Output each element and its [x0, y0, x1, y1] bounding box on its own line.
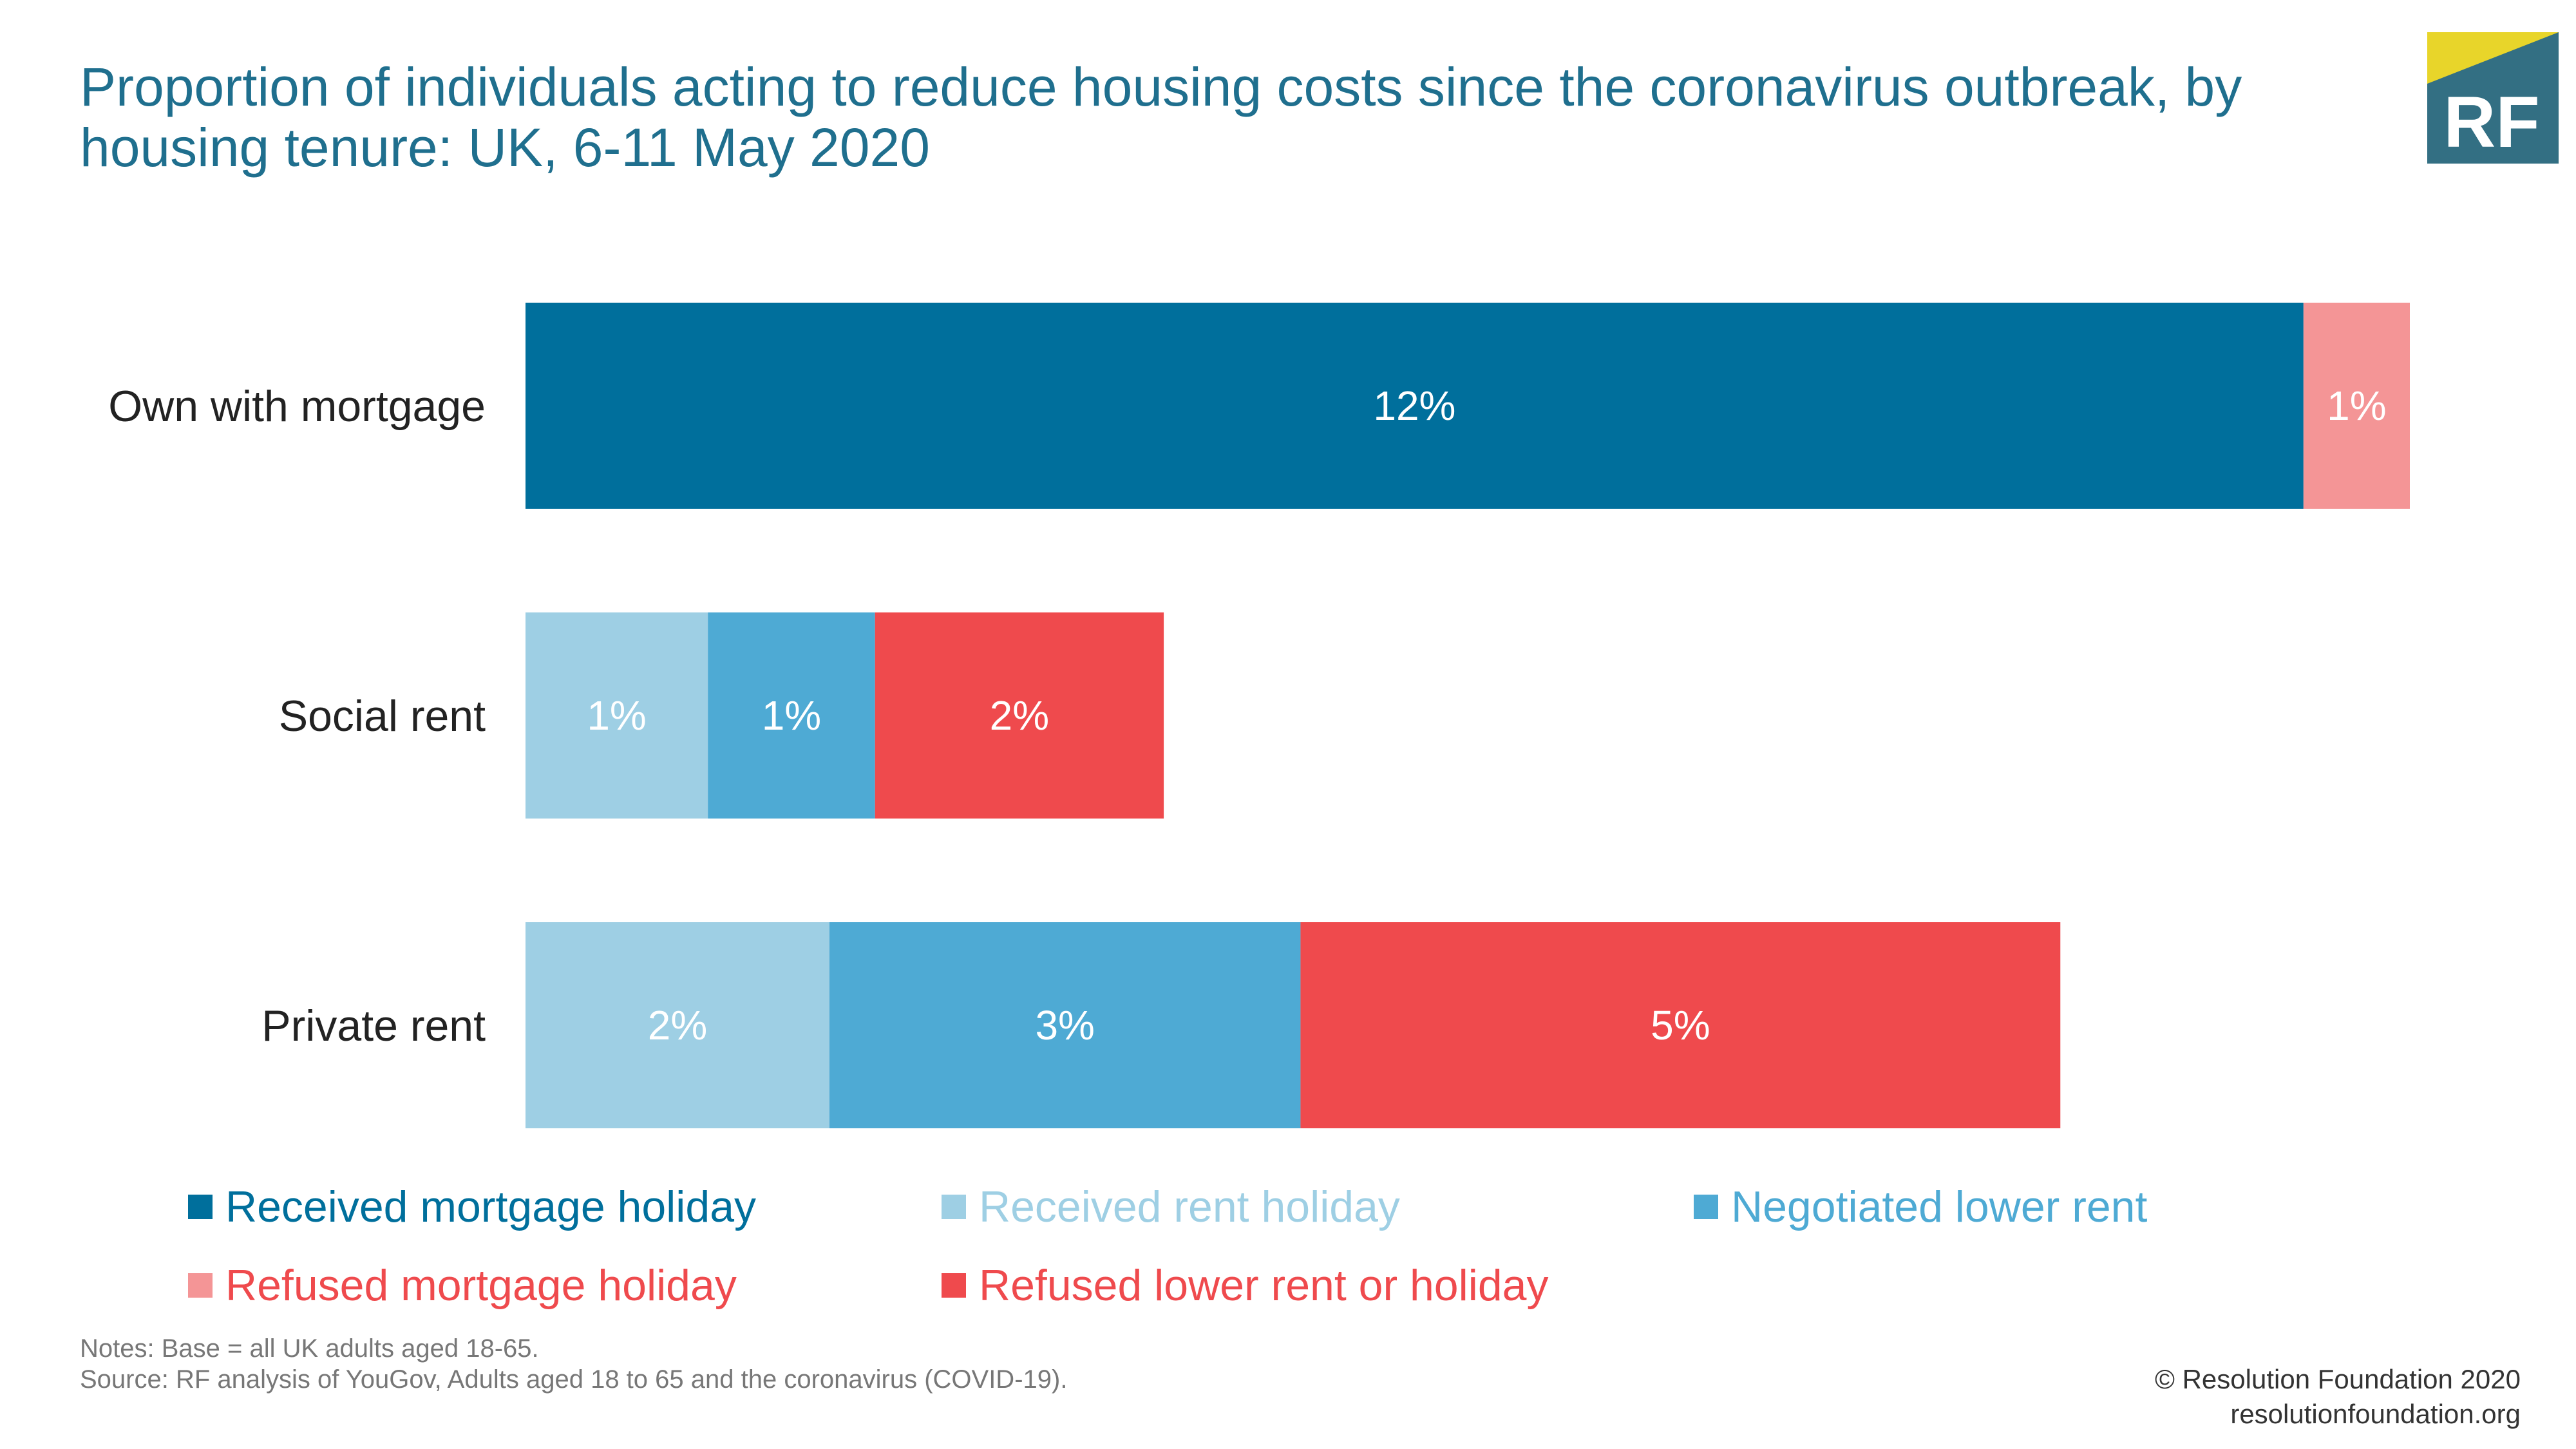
data-label-private-rent-received-rent-holiday: 2%: [648, 1002, 708, 1048]
bar-private-rent-received-rent-holiday: [526, 922, 829, 1128]
chart-title: Proportion of individuals acting to redu…: [80, 57, 2242, 178]
bar-private-rent-negotiated-lower-rent: [829, 922, 1301, 1128]
source-text: Source: RF analysis of YouGov, Adults ag…: [80, 1365, 1068, 1394]
copyright-text: © Resolution Foundation 2020: [2154, 1364, 2521, 1394]
bar-social-rent-refused-lower-rent-or-holiday: [875, 612, 1164, 819]
data-label-social-rent-received-rent-holiday: 1%: [587, 692, 647, 739]
bar-own-with-mortgage-refused-mortgage-holiday: [2303, 303, 2410, 509]
bar-social-rent-negotiated-lower-rent: [708, 612, 875, 819]
legend-label: Received mortgage holiday: [225, 1182, 757, 1231]
category-label-own-with-mortgage: Own with mortgage: [108, 382, 486, 431]
legend-label: Received rent holiday: [979, 1182, 1400, 1231]
data-label-social-rent-negotiated-lower-rent: 1%: [762, 692, 822, 739]
data-label-private-rent-negotiated-lower-rent: 3%: [1035, 1002, 1095, 1048]
category-label-social-rent: Social rent: [279, 692, 486, 741]
legend-swatch: [942, 1195, 966, 1219]
data-label-own-with-mortgage-refused-mortgage-holiday: 1%: [2327, 383, 2387, 429]
data-label-social-rent-refused-lower-rent-or-holiday: 2%: [990, 692, 1050, 739]
bar-own-with-mortgage-received-mortgage-holiday: [526, 303, 2304, 509]
legend-label: Refused mortgage holiday: [225, 1261, 737, 1310]
legend-swatch: [1694, 1195, 1718, 1219]
logo-accent: [2427, 32, 2559, 84]
notes-text: Notes: Base = all UK adults aged 18-65.: [80, 1334, 539, 1363]
resolution-foundation-logo: RF: [2427, 32, 2559, 164]
legend-item-negotiated-lower-rent: Negotiated lower rent: [1694, 1182, 2147, 1232]
logo-text: RF: [2443, 82, 2539, 162]
chart-notes: Notes: Base = all UK adults aged 18-65. …: [80, 1333, 1067, 1395]
legend-label: Negotiated lower rent: [1731, 1182, 2148, 1231]
legend-item-refused-mortgage-holiday: Refused mortgage holiday: [188, 1260, 737, 1311]
legend-item-received-mortgage-holiday: Received mortgage holiday: [188, 1182, 756, 1232]
legend-item-refused-lower-rent-or-holiday: Refused lower rent or holiday: [942, 1260, 1548, 1311]
legend-label: Refused lower rent or holiday: [979, 1261, 1549, 1310]
legend-swatch: [188, 1195, 213, 1219]
legend-item-received-rent-holiday: Received rent holiday: [942, 1182, 1400, 1232]
credit: © Resolution Foundation 2020 resolutionf…: [2155, 1362, 2521, 1432]
bar-social-rent-received-rent-holiday: [526, 612, 708, 819]
website-link[interactable]: resolutionfoundation.org: [2230, 1399, 2521, 1429]
data-label-own-with-mortgage-received-mortgage-holiday: 12%: [1373, 383, 1455, 429]
stacked-bar-chart: Own with mortgage 12% 1% Social rent 1% 1% 2% P…: [108, 303, 2410, 1128]
category-label-private-rent: Private rent: [261, 1001, 486, 1050]
legend-swatch: [188, 1273, 213, 1298]
bar-private-rent-refused-lower-rent-or-holiday: [1300, 922, 2061, 1128]
data-label-private-rent-refused-lower-rent-or-holiday: 5%: [1651, 1002, 1710, 1048]
legend-swatch: [942, 1273, 966, 1298]
